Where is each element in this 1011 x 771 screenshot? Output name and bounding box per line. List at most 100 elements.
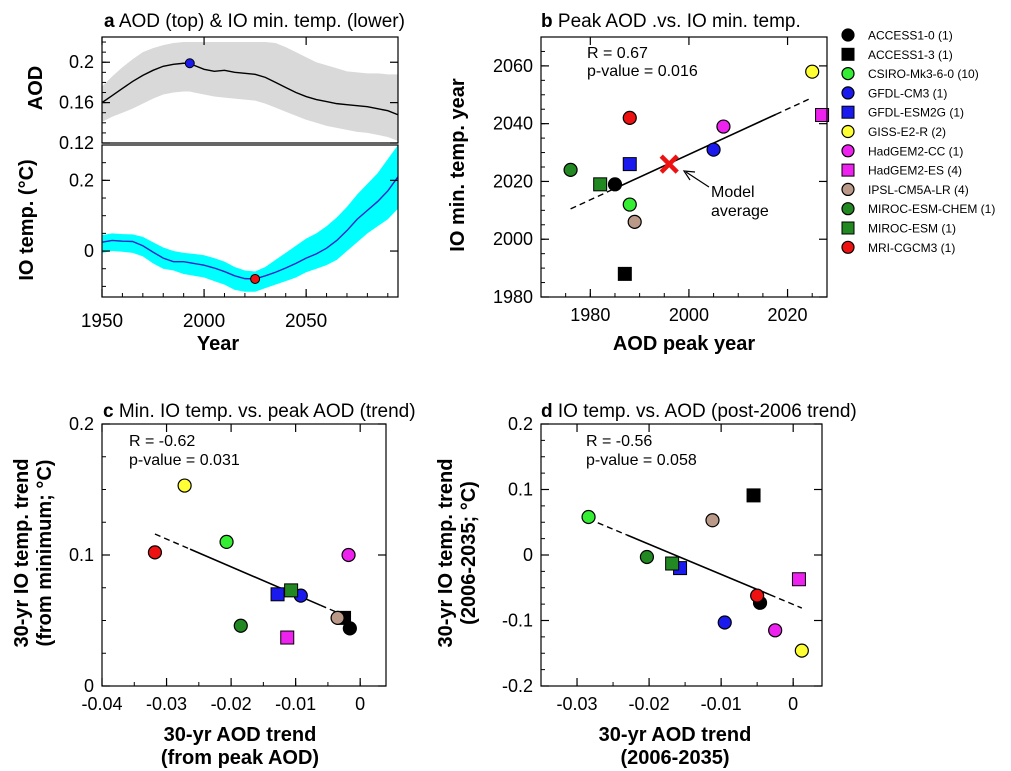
panel-b-point-hadgem2-cc	[716, 119, 731, 134]
panel-d-xtick-label: -0.02	[629, 694, 670, 714]
legend-label-mri-cgcm3: MRI-CGCM3 (1)	[868, 241, 955, 255]
panel-b: b Peak AOD .vs. IO min. temp. R = 0.67 p…	[447, 11, 830, 355]
panel-b-point-gfdl-cm3	[706, 142, 721, 157]
model-average-label-1: Model	[711, 184, 755, 201]
panel-a-xtick-label: 2050	[285, 311, 327, 332]
panel-d-point-miroc-esm	[665, 556, 680, 571]
panel-b-xlabel: AOD peak year	[613, 333, 756, 355]
panel-c-xlabel2: (from peak AOD)	[161, 747, 319, 769]
legend-label-hadgem2-cc: HadGEM2-CC (1)	[868, 144, 963, 158]
panel-d-ytick-label: 0.1	[508, 480, 533, 500]
panel-d-xlabel: 30-yr AOD trend	[599, 724, 752, 746]
panel-d: d IO temp. vs. AOD (post-2006 trend) R =…	[435, 401, 857, 769]
panel-c-title: Min. IO temp. vs. peak AOD (trend)	[119, 401, 416, 422]
panel-c-xtick-label: -0.04	[81, 694, 122, 714]
panel-b-p: p-value = 0.016	[587, 63, 698, 80]
panel-d-xtick-label: -0.01	[701, 694, 742, 714]
panel-b-fit-line-dashed	[570, 188, 615, 210]
panel-d-ylabel2: (2006-2035; °C)	[458, 481, 480, 625]
panel-c-point-csiro-mk3-6-0	[219, 534, 234, 550]
legend-label-ipsl-cm5a-lr: IPSL-CM5A-LR (4)	[868, 183, 969, 197]
panel-d-title: IO temp. vs. AOD (post-2006 trend)	[558, 401, 857, 422]
panel-c-fit-line-dashed	[154, 533, 191, 550]
panel-d-fit-line	[626, 534, 771, 596]
panel-d-point-hadgem2-es	[791, 572, 806, 587]
panel-c-letter: c	[103, 401, 114, 422]
panel-a-top-ylabel: AOD	[25, 66, 47, 110]
panel-d-point-giss-e2-r	[794, 643, 809, 658]
panel-b-point-hadgem2-es	[815, 108, 830, 122]
panel-c-xtick-label: -0.03	[146, 694, 187, 714]
panel-b-title: Peak AOD .vs. IO min. temp.	[558, 11, 801, 32]
svg-text:b Peak AOD .vs. IO min. temp.: b Peak AOD .vs. IO min. temp.	[541, 11, 801, 32]
model-average-marker-cross	[659, 154, 679, 174]
panel-a-title: AOD (top) & IO min. temp. (lower)	[119, 11, 405, 32]
legend-label-gfdl-cm3: GFDL-CM3 (1)	[868, 86, 947, 100]
panel-b-xtick-label: 2020	[768, 305, 808, 325]
panel-a-letter: a	[104, 11, 115, 32]
io-mean-line	[101, 176, 399, 280]
panel-d-xtick-label: -0.03	[557, 694, 598, 714]
model-average-label-2: average	[711, 203, 769, 220]
legend-marker-giss-e2-r	[841, 124, 855, 139]
panel-b-fit-line	[613, 113, 777, 190]
legend-label-hadgem2-es: HadGEM2-ES (4)	[868, 164, 962, 178]
legend-marker-mri-cgcm3	[841, 240, 855, 254]
aod-mean-line	[101, 62, 399, 116]
panel-d-fit-line-dashed-end	[769, 594, 803, 609]
panel-b-point-csiro-mk3-6-0	[622, 197, 637, 212]
legend-marker-access1-3	[841, 47, 855, 61]
panel-a-bottom-ylabel: IO temp. (°C)	[16, 159, 38, 280]
panel-c: c Min. IO temp. vs. peak AOD (trend) R =…	[11, 401, 416, 769]
panel-d-point-gfdl-cm3	[717, 615, 732, 630]
legend-label-miroc-esm-chem: MIROC-ESM-CHEM (1)	[868, 202, 995, 216]
model-average-arrow-line	[685, 171, 710, 188]
panel-a-bottom-ytick-label: 0.2	[69, 170, 94, 190]
panel-c-point-miroc-esm	[284, 583, 299, 598]
legend-marker-hadgem2-es	[841, 163, 855, 177]
panel-b-point-access1-0	[607, 177, 623, 192]
svg-text:d IO temp. vs. AOD (post-2006: d IO temp. vs. AOD (post-2006 trend)	[541, 401, 857, 422]
panel-d-letter: d	[541, 401, 553, 422]
legend-label-access1-3: ACCESS1-3 (1)	[868, 48, 953, 62]
panel-c-point-gfdl-esm2g	[270, 587, 285, 602]
panel-b-point-miroc-esm	[593, 177, 608, 192]
panel-b-point-giss-e2-r	[805, 64, 820, 79]
legend-label-access1-0: ACCESS1-0 (1)	[868, 29, 953, 43]
panel-a-bottom-ytick-label: 0	[84, 241, 94, 261]
io-min-marker	[250, 273, 261, 284]
panel-d-point-ipsl-cm5a-lr	[705, 513, 720, 528]
panel-c-point-ipsl-cm5a-lr	[330, 610, 345, 625]
legend-marker-hadgem2-cc	[841, 144, 855, 158]
legend: ACCESS1-0 (1) ACCESS1-3 (1) CSIRO-Mk3-6-0 …	[841, 28, 995, 255]
panel-a-xtick-label: 2000	[183, 311, 225, 332]
panel-b-point-miroc-esm-chem	[563, 162, 578, 177]
legend-marker-gfdl-esm2g	[841, 105, 855, 119]
panel-b-point-gfdl-esm2g	[622, 157, 637, 172]
aod-peak-marker	[184, 58, 195, 69]
svg-text:c Min. IO temp. vs. peak AOD (: c Min. IO temp. vs. peak AOD (trend)	[103, 401, 416, 422]
panel-b-point-mri-cgcm3	[622, 110, 637, 125]
legend-marker-gfdl-cm3	[841, 86, 855, 100]
legend-marker-csiro-mk3-6-0	[841, 66, 855, 81]
panel-b-letter: b	[541, 11, 553, 32]
panel-d-fit-line-dashed	[588, 518, 628, 536]
panel-d-r: R = -0.56	[586, 433, 652, 450]
panel-c-ytick-label: 0.1	[69, 545, 94, 565]
panel-c-ylabel: 30-yr IO temp. trend	[11, 459, 33, 648]
panel-d-point-miroc-esm-chem	[639, 549, 655, 565]
legend-marker-ipsl-cm5a-lr	[841, 182, 855, 196]
panel-b-ytick-label: 2020	[493, 171, 533, 191]
panel-c-r: R = -0.62	[129, 433, 195, 450]
panel-c-ytick-label: 0	[84, 676, 94, 696]
legend-marker-access1-0	[841, 28, 855, 42]
panel-b-ytick-label: 2000	[493, 229, 533, 249]
panel-d-point-mri-cgcm3	[750, 588, 765, 603]
panel-c-xtick-label: 0	[355, 694, 365, 714]
panel-d-point-csiro-mk3-6-0	[581, 509, 596, 525]
panel-c-point-hadgem2-cc	[341, 547, 356, 563]
panel-d-point-hadgem2-cc	[768, 623, 783, 638]
aod-spread-band	[102, 42, 398, 141]
panel-d-point-access1-3	[746, 488, 761, 503]
panel-d-ytick-label: -0.1	[502, 611, 533, 631]
